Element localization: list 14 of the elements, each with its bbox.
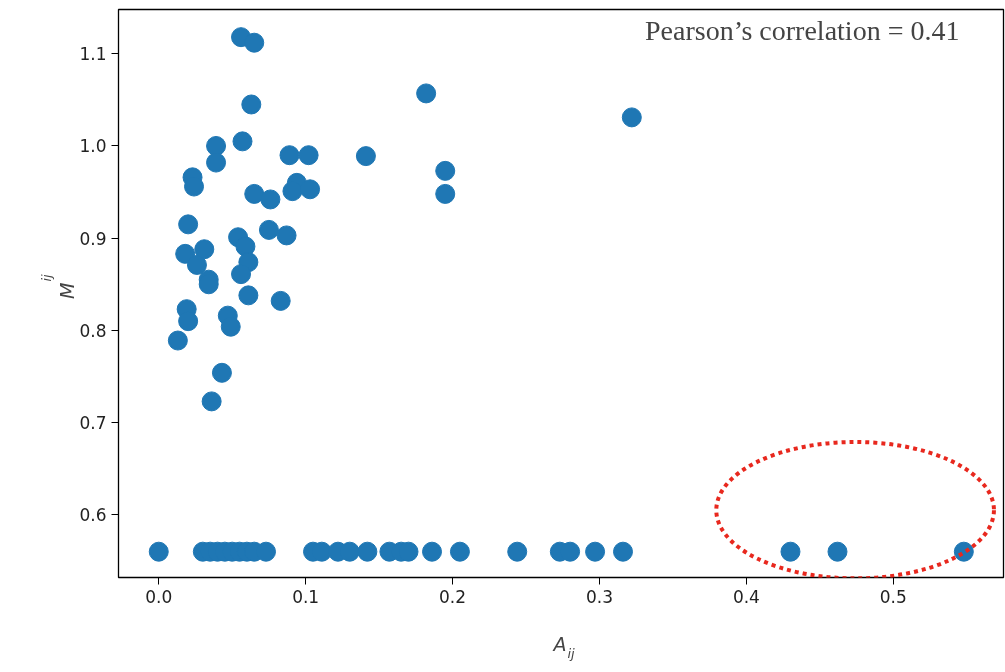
x-tick-label: 0.5 [879,586,907,607]
y-tick-label: 0.9 [79,228,107,249]
x-tick-label: 0.4 [732,586,760,607]
x-tick-label: 0.0 [145,586,173,607]
y-tick-label: 1.0 [79,136,107,157]
y-tick-label: 0.8 [79,320,107,341]
y-tick-label: 0.7 [79,413,107,434]
y-axis-title: Mij [39,273,78,299]
x-tick-label: 0.3 [585,586,614,607]
y-tick-label: 0.6 [79,505,107,526]
x-tick-label: 0.1 [292,586,320,607]
annotation: Pearson’s correlation = 0.41 [645,15,960,47]
x-tick-label: 0.2 [439,586,467,607]
y-tick-label: 1.1 [79,44,107,65]
